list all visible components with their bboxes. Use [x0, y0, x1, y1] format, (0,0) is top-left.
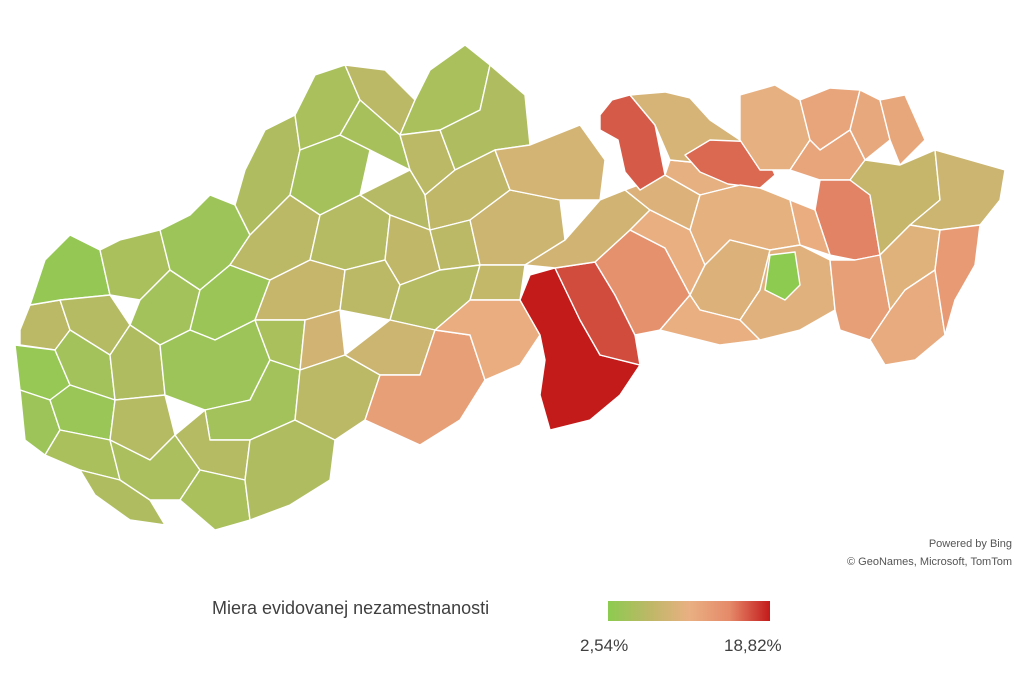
- legend-min-label: 2,54%: [580, 636, 629, 655]
- region-east-31[interactable]: [934, 224, 981, 336]
- region-south-4[interactable]: [244, 419, 336, 521]
- region-central-6[interactable]: [339, 259, 401, 321]
- region-west-4[interactable]: [29, 234, 111, 306]
- attribution-powered-by: Powered by Bing: [928, 538, 1012, 550]
- region-central-13[interactable]: [469, 264, 526, 301]
- region-central-11[interactable]: [494, 124, 606, 201]
- region-east-21[interactable]: [849, 89, 891, 161]
- legend-gradient-bar: [608, 601, 770, 621]
- region-south-3[interactable]: [179, 469, 251, 531]
- unemployment-map: [14, 44, 1006, 531]
- legend-title: Miera evidovanej nezamestnanosti: [212, 598, 490, 618]
- region-east-25[interactable]: [789, 199, 831, 256]
- region-east-10[interactable]: [599, 94, 666, 191]
- legend-max-label: 18,82%: [724, 636, 782, 655]
- attribution-copyright: © GeoNames, Microsoft, TomTom: [847, 556, 1012, 568]
- region-north-6[interactable]: [339, 99, 411, 171]
- region-east-18[interactable]: [764, 251, 801, 301]
- region-east-30[interactable]: [869, 269, 946, 366]
- region-east-22[interactable]: [879, 94, 926, 166]
